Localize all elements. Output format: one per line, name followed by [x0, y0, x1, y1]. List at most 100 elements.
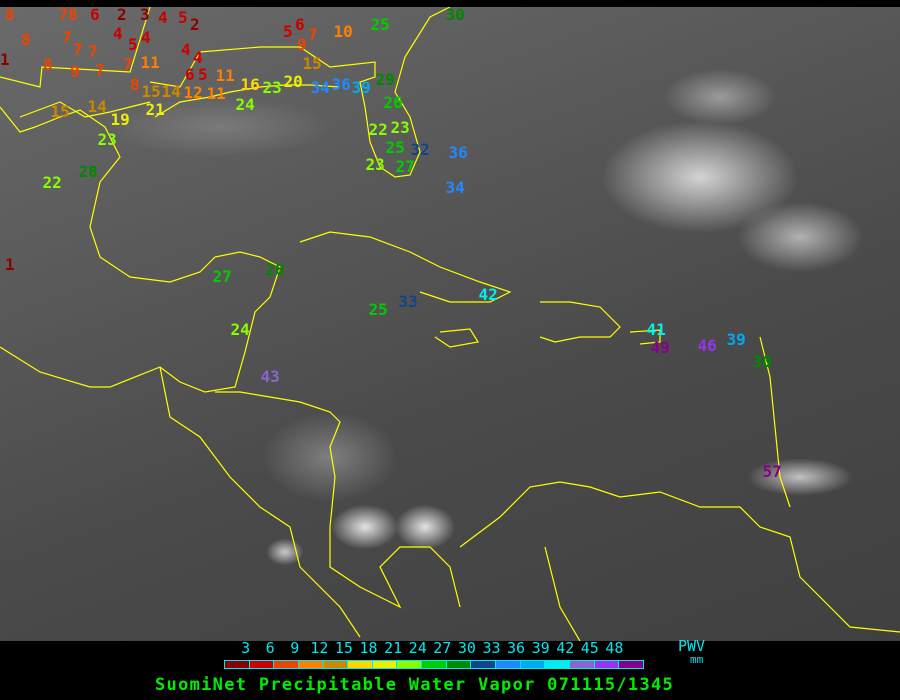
station-pwv-label: 21 — [145, 100, 165, 119]
station-pwv-label: 27 — [212, 267, 232, 286]
satellite-map: 8 8 78 7 6 2 4 3 4 5 2 4 4 6 5 5 4 7 7 7 7 11 8 9 8 15 14 19 21 15 14 1… — [0, 7, 900, 641]
station-pwv-label: 8 — [5, 7, 15, 24]
station-pwv-label: 20 — [283, 72, 303, 91]
station-pwv-label: 16 — [240, 75, 260, 94]
station-pwv-label: 39 — [351, 78, 371, 97]
station-pwv-label: 25 — [370, 15, 390, 34]
station-pwv-label: 19 — [110, 110, 130, 129]
station-pwv-label: 10 — [333, 22, 353, 41]
station-pwv-label: 7 — [308, 25, 318, 44]
station-pwv-label: 1 — [0, 50, 10, 69]
scale-box — [471, 661, 497, 668]
station-pwv-label: 34 — [445, 178, 465, 197]
legend-tick: 24 — [408, 639, 427, 657]
legend-tick: 6 — [265, 639, 275, 657]
legend-label: PWV — [678, 637, 706, 655]
station-pwv-label: 8 — [43, 55, 53, 74]
coastline — [0, 106, 281, 393]
legend-tick: 3 — [241, 639, 251, 657]
station-pwv-label: 2 — [117, 7, 127, 24]
station-pwv-label: 14 — [161, 82, 181, 101]
station-pwv-label: 2 — [190, 15, 200, 34]
coastline — [19, 101, 151, 118]
coastline — [459, 481, 900, 633]
scale-box — [249, 661, 275, 668]
station-pwv-label: 23 — [390, 118, 410, 137]
station-pwv-label: 6 — [90, 7, 100, 24]
legend-tick: 48 — [605, 639, 624, 657]
station-pwv-label: 33 — [398, 292, 418, 311]
station-pwv-label: 57 — [762, 462, 782, 481]
station-pwv-label: 15 — [141, 82, 161, 101]
station-pwv-label: 9 — [297, 35, 307, 54]
legend-unit: mm — [690, 653, 704, 666]
station-pwv-label: 9 — [70, 62, 80, 81]
station-pwv-label: 43 — [260, 367, 280, 386]
coastline — [434, 328, 479, 348]
station-pwv-label: 25 — [385, 138, 405, 157]
scale-box — [348, 661, 373, 668]
scale-box — [422, 661, 447, 668]
legend-tick: 12 — [310, 639, 329, 657]
station-pwv-label: 5 — [198, 65, 208, 84]
station-pwv-label: 46 — [697, 336, 717, 355]
station-pwv-label: 1 — [5, 255, 15, 274]
station-pwv-label: 24 — [235, 95, 255, 114]
legend-tick: 21 — [384, 639, 403, 657]
station-pwv-label: 14 — [87, 97, 107, 116]
station-pwv-label: 27 — [395, 157, 415, 176]
legend-tick: 39 — [531, 639, 550, 657]
station-pwv-label: 5 — [283, 22, 293, 41]
station-pwv-label: 4 — [193, 48, 203, 67]
station-pwv-label: 5 — [178, 8, 188, 27]
coastline — [759, 336, 791, 508]
station-pwv-label: 36 — [331, 75, 351, 94]
station-pwv-label: 7 — [62, 28, 72, 47]
station-pwv-label: 4 — [113, 24, 123, 43]
legend-tick: 9 — [290, 639, 300, 657]
station-pwv-label: 23 — [365, 155, 385, 174]
station-pwv-label: 7 — [88, 42, 98, 61]
scale-box — [225, 661, 250, 668]
station-pwv-label: 23 — [262, 78, 282, 97]
legend-tick: 15 — [334, 639, 353, 657]
color-scale-bar — [224, 660, 644, 669]
station-pwv-label: 32 — [410, 140, 430, 159]
station-pwv-label: 3 — [140, 7, 150, 24]
station-pwv-label: 25 — [368, 300, 388, 319]
scale-box — [619, 661, 643, 668]
station-pwv-label: 11 — [215, 66, 235, 85]
station-pwv-label: 39 — [726, 330, 746, 349]
scale-box — [372, 661, 398, 668]
station-pwv-label: 4 — [158, 8, 168, 27]
station-pwv-label: 30 — [445, 7, 465, 24]
station-pwv-label: 8 — [130, 75, 140, 94]
station-pwv-label: 41 — [646, 320, 666, 339]
scale-box — [496, 661, 521, 668]
scale-box — [520, 661, 546, 668]
legend-tick: 45 — [580, 639, 599, 657]
station-pwv-label: 36 — [448, 143, 468, 162]
scale-box — [298, 661, 324, 668]
station-pwv-label: 15 — [302, 54, 322, 73]
coastline — [149, 7, 451, 178]
station-pwv-label: 12 — [183, 83, 203, 102]
coastline — [154, 84, 341, 118]
coastline — [544, 546, 581, 641]
station-pwv-label: 6 — [295, 15, 305, 34]
station-pwv-label: 28 — [78, 162, 98, 181]
scale-box — [446, 661, 472, 668]
station-pwv-label: 4 — [181, 40, 191, 59]
coastlines — [0, 7, 900, 641]
scale-box — [594, 661, 620, 668]
station-pwv-label: 49 — [650, 338, 670, 357]
station-pwv-label: 11 — [140, 53, 160, 72]
legend-tick: 36 — [507, 639, 526, 657]
station-pwv-label: 29 — [375, 70, 395, 89]
station-pwv-label: 78 — [58, 7, 78, 24]
station-pwv-label: 8 — [21, 30, 31, 49]
station-pwv-label: 42 — [478, 285, 498, 304]
station-pwv-label: 6 — [185, 65, 195, 84]
station-pwv-label: 15 — [50, 102, 70, 121]
station-pwv-label: 23 — [97, 130, 117, 149]
